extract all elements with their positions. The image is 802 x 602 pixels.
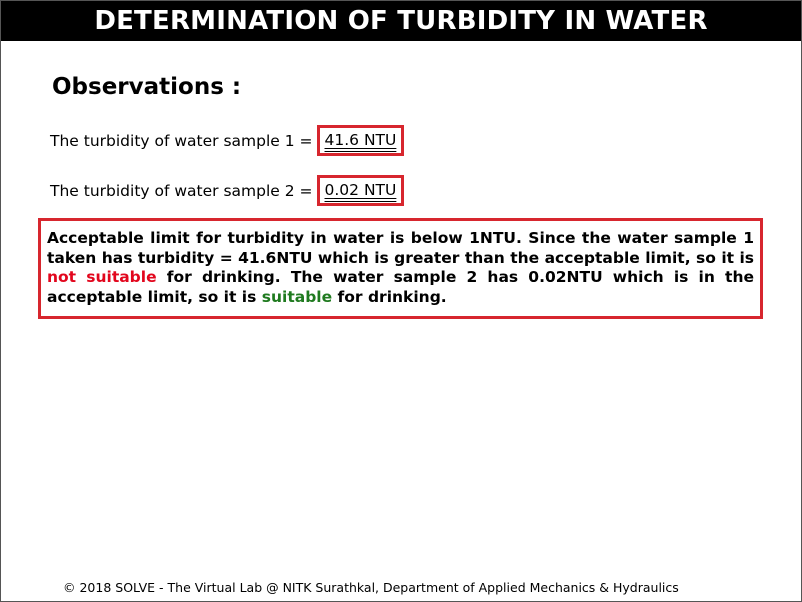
observation-row-sample-2: The turbidity of water sample 2 = 0.02 N… [50,175,405,206]
not-suitable-label: not suitable [47,268,157,286]
page-title: DETERMINATION OF TURBIDITY IN WATER [94,6,708,36]
conclusion-box: Acceptable limit for turbidity in water … [38,218,763,319]
suitable-label: suitable [261,287,333,306]
observations-heading: Observations : [52,74,242,100]
conclusion-text-part-3: for drinking. [332,287,447,306]
footer-copyright: © 2018 SOLVE - The Virtual Lab @ NITK Su… [63,580,679,595]
observation-value-sample-1: 41.6 NTU [324,131,397,149]
observation-value-box-sample-1: 41.6 NTU [316,125,405,156]
observation-value-sample-2: 0.02 NTU [324,181,397,199]
observation-value-box-sample-2: 0.02 NTU [316,175,405,206]
page-header: DETERMINATION OF TURBIDITY IN WATER [1,1,801,41]
observation-label-sample-2: The turbidity of water sample 2 = [50,181,313,200]
observation-label-sample-1: The turbidity of water sample 1 = [50,131,313,150]
conclusion-text-part-2: for drinking. The water sample 2 has 0.0… [47,268,754,306]
observation-row-sample-1: The turbidity of water sample 1 = 41.6 N… [50,125,405,156]
conclusion-text-part-1: Acceptable limit for turbidity in water … [47,229,754,267]
